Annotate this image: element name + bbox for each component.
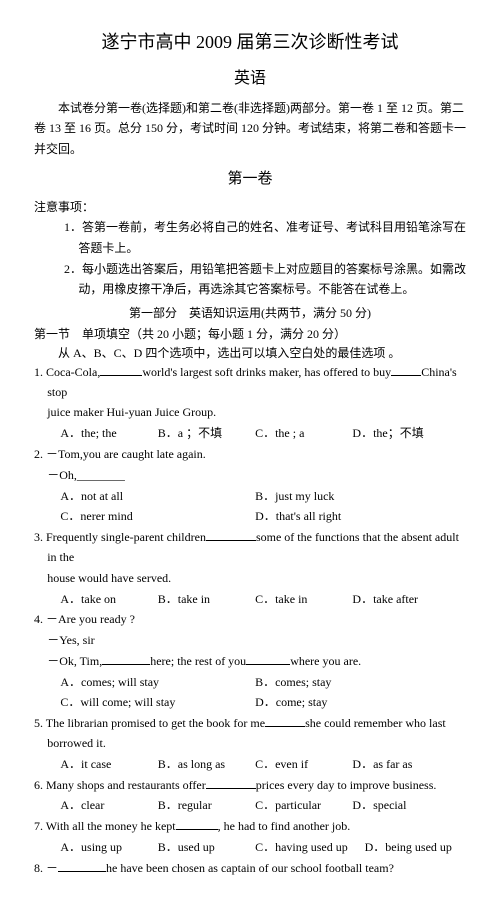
q2-a: －Tom,you are caught late again. bbox=[46, 447, 206, 461]
q7-blank1 bbox=[176, 818, 218, 830]
q2-opt-d: D．that's all right bbox=[255, 507, 450, 527]
q4-opts: A．comes; will stayB．comes; stay bbox=[34, 673, 466, 693]
q2-opt-b: B．just my luck bbox=[255, 487, 450, 507]
q5-opt-a: A．it case bbox=[60, 755, 157, 775]
q1-num: 1. bbox=[34, 365, 43, 379]
q6-opts: A．clearB．regularC．particularD．special bbox=[34, 796, 466, 816]
q5-opt-d: D．as far as bbox=[352, 755, 449, 775]
q2-line1: －Oh,________ bbox=[34, 466, 466, 486]
q4-l2a: －Ok, Tim, bbox=[47, 654, 102, 668]
q4-opt-d: D．come; stay bbox=[255, 693, 450, 713]
q1-a: Coca-Cola, bbox=[46, 365, 100, 379]
exam-title: 遂宁市高中 2009 届第三次诊断性考试 bbox=[34, 28, 466, 54]
q6-opt-a: A．clear bbox=[60, 796, 157, 816]
q5-opts: A．it caseB．as long asC．even ifD．as far a… bbox=[34, 755, 466, 775]
q6-opt-c: C．particular bbox=[255, 796, 352, 816]
q4-blank1 bbox=[102, 653, 150, 665]
q5-num: 5. bbox=[34, 716, 43, 730]
q4-line2: －Ok, Tim, here; the rest of you where you … bbox=[34, 652, 466, 672]
q5-blank1 bbox=[265, 715, 305, 727]
notes-heading: 注意事项： bbox=[34, 198, 466, 215]
q4-l2b: here; the rest of you bbox=[150, 654, 246, 668]
q8: 8. － he have been chosen as captain of ou… bbox=[34, 859, 466, 879]
q1-opt-b: B．a ；不填 bbox=[158, 424, 255, 444]
q7-num: 7. bbox=[34, 819, 43, 833]
q7-opt-c: C．having used up bbox=[255, 838, 365, 858]
q2-opts2: C．nerer mindD．that's all right bbox=[34, 507, 466, 527]
q2: 2. －Tom,you are caught late again. bbox=[34, 445, 466, 465]
q4-opts2: C．will come; will stayD．come; stay bbox=[34, 693, 466, 713]
q3-opt-a: A．take on bbox=[60, 590, 157, 610]
q6-a: Many shops and restaurants offer bbox=[46, 778, 206, 792]
exam-subject: 英语 bbox=[34, 64, 466, 88]
q7-opts: A．using upB．used upC．having used upD．bei… bbox=[34, 838, 466, 858]
q8-a: － bbox=[46, 861, 58, 875]
q4-opt-a: A．comes; will stay bbox=[60, 673, 255, 693]
section-1-instr: 从 A、B、C、D 四个选项中，选出可以填入空白处的最佳选项 。 bbox=[34, 344, 466, 361]
q2-opts: A．not at allB．just my luck bbox=[34, 487, 466, 507]
section-1-sub: 第一节 单项填空（共 20 小题；每小题 1 分，满分 20 分） bbox=[34, 325, 466, 342]
q7-a: With all the money he kept bbox=[46, 819, 176, 833]
q8-num: 8. bbox=[34, 861, 43, 875]
q1-cont: juice maker Hui-yuan Juice Group. bbox=[34, 403, 466, 423]
q4: 4. －Are you ready ? bbox=[34, 610, 466, 630]
q4-opt-c: C．will come; will stay bbox=[60, 693, 255, 713]
q1-blank2 bbox=[391, 363, 421, 375]
q6-opt-d: D．special bbox=[352, 796, 449, 816]
q2-num: 2. bbox=[34, 447, 43, 461]
q6: 6. Many shops and restaurants offer price… bbox=[34, 776, 466, 796]
q1-b: world's largest soft drinks maker, has o… bbox=[142, 365, 391, 379]
q2-opt-a: A．not at all bbox=[60, 487, 255, 507]
q8-b: he have been chosen as captain of our sc… bbox=[106, 861, 394, 875]
q4-blank2 bbox=[246, 653, 290, 665]
note-2: 2．每小题选出答案后，用铅笔把答题卡上对应题目的答案标号涂黑。如需改动，用橡皮擦… bbox=[52, 259, 466, 300]
q1-opt-a: A．the; the bbox=[60, 424, 157, 444]
q3-opt-c: C．take in bbox=[255, 590, 352, 610]
q4-line1: －Yes, sir bbox=[34, 631, 466, 651]
q6-opt-b: B．regular bbox=[158, 796, 255, 816]
exam-page: 遂宁市高中 2009 届第三次诊断性考试 英语 本试卷分第一卷(选择题)和第二卷… bbox=[0, 0, 500, 900]
q1-opts: A．the; theB．a ；不填C．the ; aD．the；不填 bbox=[34, 424, 466, 444]
q3: 3. Frequently single-parent childrensome… bbox=[34, 528, 466, 568]
q7-opt-d: D．being used up bbox=[365, 838, 462, 858]
q3-opt-b: B．take in bbox=[158, 590, 255, 610]
q6-b: prices every day to improve business. bbox=[256, 778, 437, 792]
q3-opt-d: D．take after bbox=[352, 590, 449, 610]
section-1-heading: 第一卷 bbox=[34, 167, 466, 188]
q7-opt-a: A．using up bbox=[60, 838, 157, 858]
q8-blank1 bbox=[58, 859, 106, 871]
q5-a: The librarian promised to get the book f… bbox=[46, 716, 265, 730]
q1-opt-d: D．the；不填 bbox=[352, 424, 449, 444]
q3-opts: A．take onB．take inC．take inD．take after bbox=[34, 590, 466, 610]
q5: 5. The librarian promised to get the boo… bbox=[34, 714, 466, 754]
q6-blank1 bbox=[206, 776, 256, 788]
q6-num: 6. bbox=[34, 778, 43, 792]
q1-opt-c: C．the ; a bbox=[255, 424, 352, 444]
q5-opt-c: C．even if bbox=[255, 755, 352, 775]
q4-a: －Are you ready ? bbox=[46, 612, 135, 626]
q3-num: 3. bbox=[34, 530, 43, 544]
q7-b: , he had to find another job. bbox=[218, 819, 351, 833]
q2-opt-c: C．nerer mind bbox=[60, 507, 255, 527]
q3-cont: house would have served. bbox=[34, 569, 466, 589]
part-1-heading: 第一部分 英语知识运用(共两节，满分 50 分) bbox=[34, 304, 466, 321]
q3-blank1 bbox=[206, 529, 256, 541]
q1-blank1 bbox=[100, 363, 142, 375]
q4-num: 4. bbox=[34, 612, 43, 626]
q4-opt-b: B．comes; stay bbox=[255, 673, 450, 693]
q3-a: Frequently single-parent children bbox=[46, 530, 206, 544]
note-1: 1．答第一卷前，考生务必将自己的姓名、准考证号、考试科目用铅笔涂写在答题卡上。 bbox=[52, 217, 466, 258]
q7-opt-b: B．used up bbox=[158, 838, 255, 858]
q5-opt-b: B．as long as bbox=[158, 755, 255, 775]
exam-intro: 本试卷分第一卷(选择题)和第二卷(非选择题)两部分。第一卷 1 至 12 页。第… bbox=[34, 98, 466, 159]
q4-l2c: where you are. bbox=[290, 654, 361, 668]
q1: 1. Coca-Cola, world's largest soft drinks… bbox=[34, 363, 466, 403]
q7: 7. With all the money he kept , he had to… bbox=[34, 817, 466, 837]
